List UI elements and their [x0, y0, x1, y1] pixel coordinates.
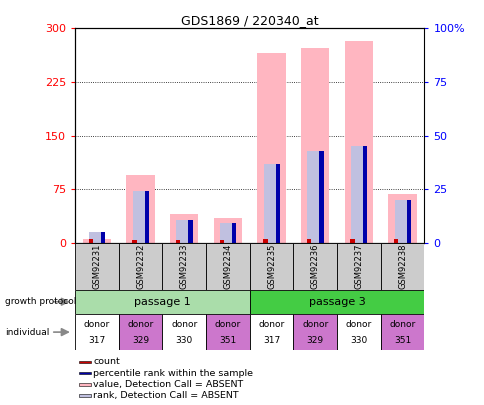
Text: donor: donor — [345, 320, 371, 329]
Bar — [75, 243, 119, 290]
Bar — [162, 314, 206, 350]
Bar — [78, 394, 91, 397]
Text: GSM92236: GSM92236 — [310, 243, 319, 289]
Bar — [78, 360, 91, 363]
Bar — [336, 243, 380, 290]
Text: GSM92231: GSM92231 — [92, 243, 101, 289]
Bar — [213, 218, 242, 243]
Bar — [75, 314, 119, 350]
Text: rank, Detection Call = ABSENT: rank, Detection Call = ABSENT — [93, 391, 239, 400]
Bar — [249, 290, 424, 314]
Bar — [176, 220, 192, 243]
Bar — [344, 41, 372, 243]
Title: GDS1869 / 220340_at: GDS1869 / 220340_at — [181, 14, 318, 27]
Text: 330: 330 — [349, 336, 367, 345]
Text: 329: 329 — [306, 336, 323, 345]
Bar — [231, 223, 236, 243]
Text: GSM92235: GSM92235 — [267, 243, 275, 289]
Bar — [306, 239, 311, 243]
Bar — [126, 175, 154, 243]
Bar — [206, 243, 249, 290]
Bar — [101, 232, 105, 243]
Bar — [83, 239, 111, 243]
Text: 351: 351 — [219, 336, 236, 345]
Text: donor: donor — [389, 320, 415, 329]
Bar — [406, 200, 410, 243]
Bar — [301, 48, 329, 243]
Text: donor: donor — [127, 320, 153, 329]
Bar — [380, 243, 424, 290]
Bar — [78, 372, 91, 375]
Text: value, Detection Call = ABSENT: value, Detection Call = ABSENT — [93, 380, 243, 389]
Text: GSM92237: GSM92237 — [354, 243, 363, 289]
Text: passage 1: passage 1 — [134, 297, 191, 307]
Text: GSM92232: GSM92232 — [136, 243, 145, 289]
Text: growth protocol: growth protocol — [5, 297, 76, 306]
Bar — [219, 240, 224, 243]
Bar — [393, 239, 398, 243]
Bar — [263, 164, 279, 243]
Bar — [307, 151, 322, 243]
Text: donor: donor — [84, 320, 110, 329]
Bar — [119, 314, 162, 350]
Bar — [293, 243, 336, 290]
Bar — [350, 147, 366, 243]
Bar — [293, 314, 336, 350]
Bar — [220, 223, 235, 243]
Bar — [89, 232, 105, 243]
Bar — [132, 240, 136, 243]
Bar — [119, 243, 162, 290]
Bar — [318, 151, 323, 243]
Bar — [249, 243, 293, 290]
Bar — [336, 314, 380, 350]
Text: 317: 317 — [88, 336, 106, 345]
Bar — [275, 164, 279, 243]
Text: GSM92233: GSM92233 — [180, 243, 188, 289]
Bar — [162, 243, 206, 290]
Bar — [263, 239, 267, 243]
Text: 351: 351 — [393, 336, 410, 345]
Bar — [362, 147, 366, 243]
Bar — [388, 194, 416, 243]
Text: donor: donor — [302, 320, 328, 329]
Text: 330: 330 — [175, 336, 193, 345]
Text: donor: donor — [171, 320, 197, 329]
Bar — [89, 239, 93, 243]
Text: individual: individual — [5, 328, 49, 337]
Text: donor: donor — [258, 320, 284, 329]
Bar — [144, 192, 149, 243]
Bar — [78, 383, 91, 386]
Text: 317: 317 — [262, 336, 280, 345]
Bar — [394, 200, 409, 243]
Text: GSM92238: GSM92238 — [397, 243, 406, 289]
Text: count: count — [93, 358, 120, 367]
Bar — [206, 314, 249, 350]
Bar — [75, 290, 249, 314]
Text: percentile rank within the sample: percentile rank within the sample — [93, 369, 253, 377]
Text: 329: 329 — [132, 336, 149, 345]
Bar — [188, 220, 192, 243]
Bar — [350, 239, 354, 243]
Text: passage 3: passage 3 — [308, 297, 365, 307]
Bar — [380, 314, 424, 350]
Text: GSM92234: GSM92234 — [223, 243, 232, 289]
Bar — [176, 240, 180, 243]
Bar — [170, 214, 198, 243]
Bar — [249, 314, 293, 350]
Text: donor: donor — [214, 320, 241, 329]
Bar — [257, 53, 285, 243]
Bar — [133, 192, 148, 243]
